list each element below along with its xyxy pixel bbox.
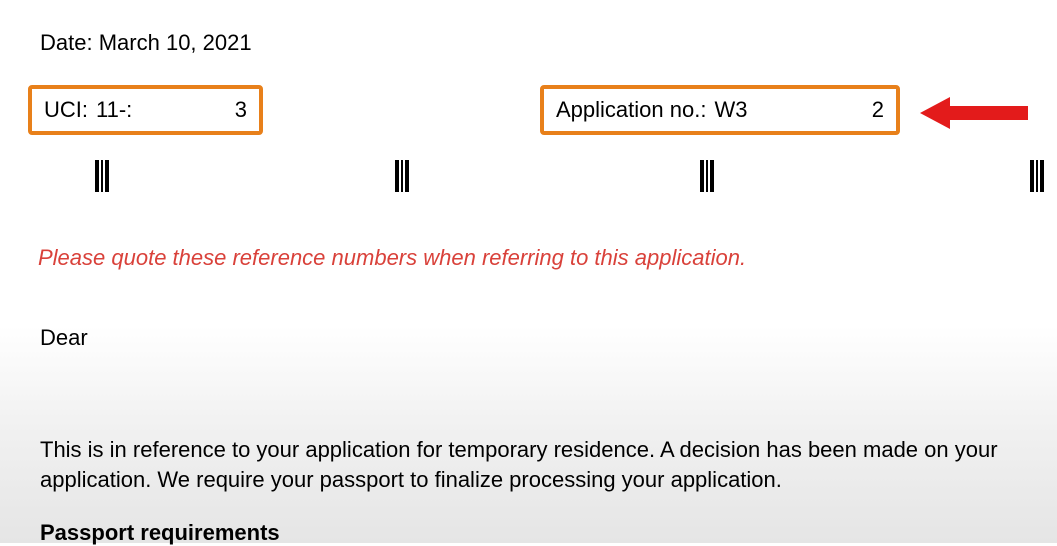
application-number-box: Application no.: W3 2 bbox=[540, 85, 900, 135]
date-line: Date: March 10, 2021 bbox=[40, 30, 252, 56]
salutation: Dear bbox=[40, 325, 88, 351]
barcode-2 bbox=[395, 160, 409, 192]
uci-label: UCI: bbox=[44, 97, 88, 123]
body-paragraph: This is in reference to your application… bbox=[40, 435, 1032, 494]
date-value: March 10, 2021 bbox=[99, 30, 252, 55]
uci-box: UCI: 11-: 3 bbox=[28, 85, 263, 135]
application-value-suffix: 2 bbox=[872, 97, 884, 123]
barcode-4 bbox=[1030, 160, 1044, 192]
uci-value-suffix: 3 bbox=[235, 97, 247, 123]
instruction-text: Please quote these reference numbers whe… bbox=[38, 245, 746, 271]
barcodes-row bbox=[0, 160, 1057, 195]
barcode-1 bbox=[95, 160, 109, 192]
barcode-3 bbox=[700, 160, 714, 192]
passport-requirements-heading: Passport requirements bbox=[40, 520, 280, 546]
arrow-icon bbox=[920, 95, 1030, 136]
date-label: Date: bbox=[40, 30, 93, 55]
application-label: Application no.: bbox=[556, 97, 706, 123]
uci-value-prefix: 11-: bbox=[96, 97, 132, 123]
application-value-prefix: W3 bbox=[714, 97, 747, 123]
